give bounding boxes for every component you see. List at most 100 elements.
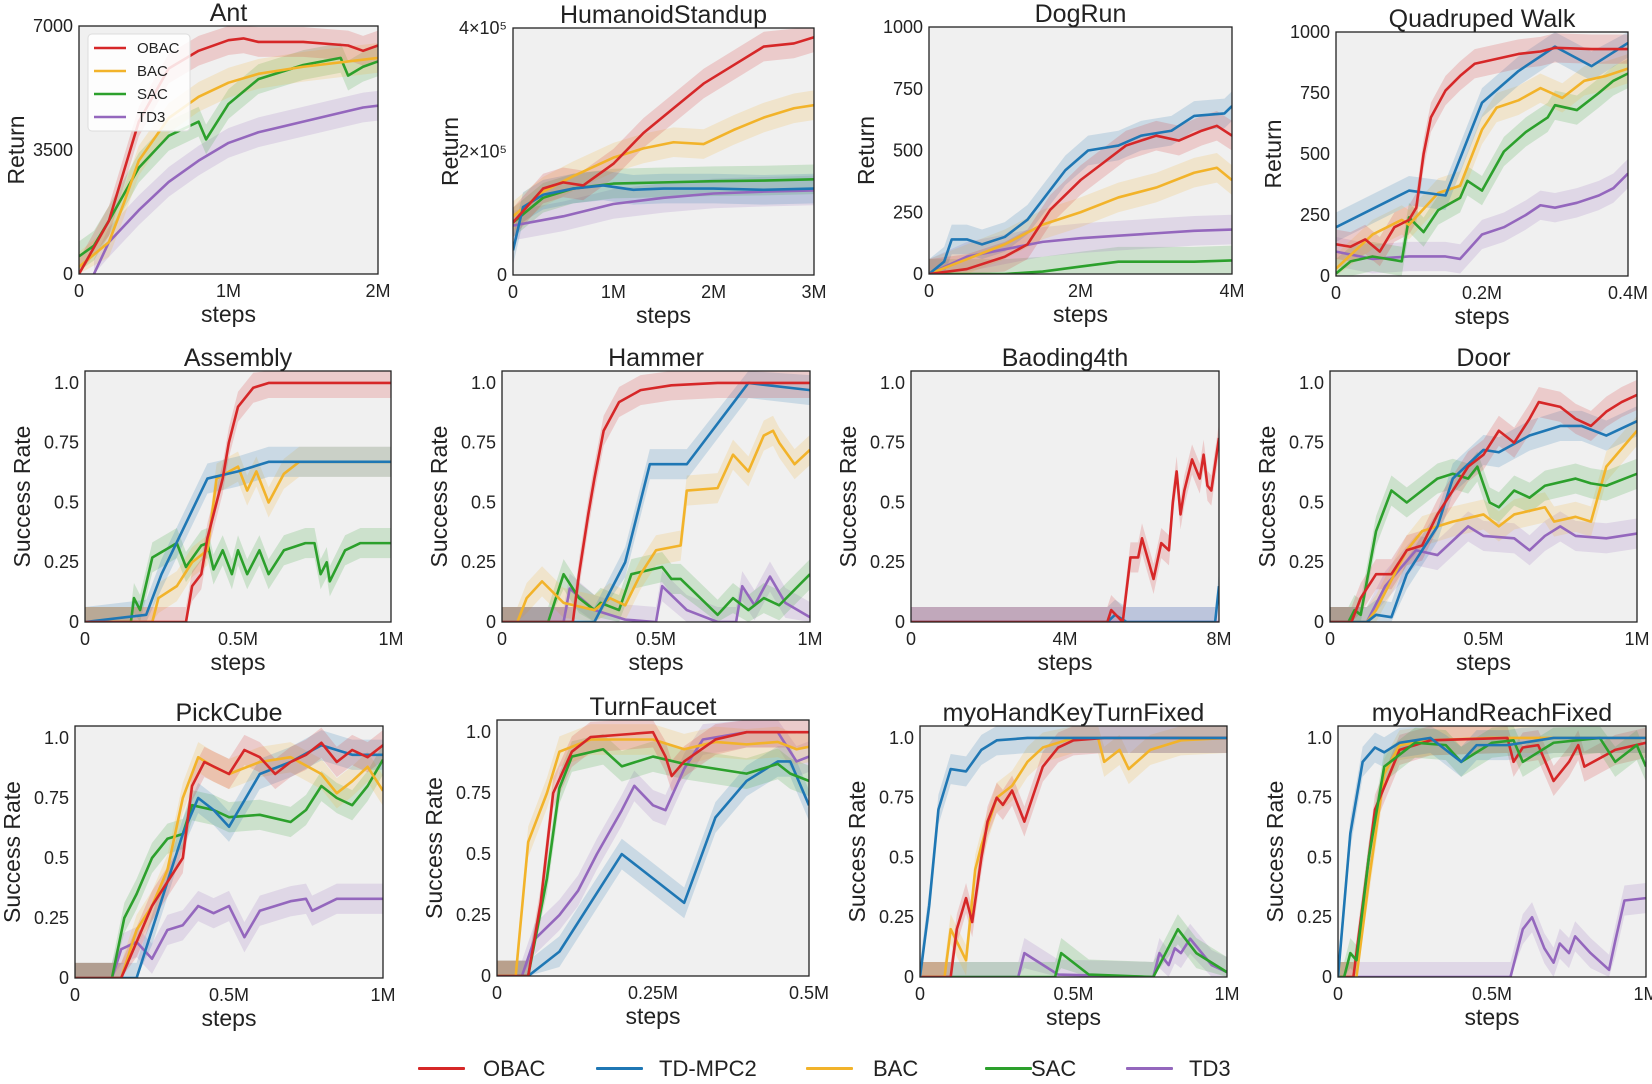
band-obac	[920, 726, 1227, 977]
x-tick-label: 0	[906, 629, 916, 649]
y-tick-label: 1000	[1290, 22, 1330, 42]
band-obac	[497, 720, 809, 976]
band-td3	[1330, 511, 1637, 622]
plot-area	[497, 720, 809, 976]
line-sac	[79, 56, 378, 258]
axes-frame	[74, 725, 384, 979]
legend-swatch-td-mpc2	[596, 1067, 643, 1070]
line-td3	[92, 104, 378, 274]
y-tick-label: 0.25	[461, 552, 496, 572]
band-td3	[911, 606, 1219, 622]
x-axis-label: steps	[1465, 1004, 1520, 1030]
y-axis-label: Return	[853, 116, 879, 185]
x-tick-label: 0.5M	[789, 983, 829, 1003]
y-tick-label: 0.75	[34, 788, 69, 808]
plot-area	[1330, 371, 1637, 622]
band-td3	[929, 214, 1232, 274]
band-obac	[85, 371, 391, 622]
line-obac	[1330, 393, 1637, 622]
y-tick-label: 0.75	[879, 788, 914, 808]
line-td-mpc2	[1330, 420, 1637, 622]
line-obac	[79, 37, 378, 274]
plot-area	[513, 28, 814, 275]
subplot-pickcube: 0 0.5M 1M 0 0.25 0.5 0.75 1.0 PickCube steps Succe…	[0, 699, 396, 1031]
line-sac	[1336, 72, 1628, 275]
band-obac	[75, 727, 383, 978]
x-tick-label: 2M	[365, 281, 390, 301]
x-tick-label: 0.5M	[1463, 629, 1503, 649]
y-tick-label: 0.75	[44, 433, 79, 453]
y-axis-label: Success Rate	[844, 781, 870, 923]
axes-frame	[501, 370, 811, 623]
subplot-title: HumanoidStandup	[560, 1, 767, 29]
x-tick-label: 1M	[216, 281, 241, 301]
line-obac	[513, 36, 814, 224]
y-axis-label: Return	[437, 117, 463, 186]
subplot-myohandreachfixed: 0 0.5M 1M 0 0.25 0.5 0.75 1.0 myoHandReachFixed s…	[1262, 699, 1652, 1030]
band-td3	[920, 923, 1227, 977]
subplot-title: Ant	[210, 0, 248, 27]
x-tick-label: 1M	[370, 985, 395, 1005]
subplot-ant: 0 1M 2M 0 3500 7000 Ant steps Return OBAC BAC SAC TD…	[3, 0, 391, 327]
line-obac	[1336, 46, 1628, 253]
line-sac	[85, 541, 391, 622]
x-tick-label: 1M	[378, 629, 403, 649]
line-obac	[920, 736, 1227, 977]
y-tick-label: 1.0	[880, 373, 905, 393]
y-tick-label: 0.25	[879, 907, 914, 927]
x-axis-label: steps	[202, 1005, 257, 1031]
y-tick-label: 0.5	[889, 847, 914, 867]
line-bac	[929, 166, 1232, 274]
subplot-title: Assembly	[184, 344, 293, 372]
band-td-mpc2	[502, 371, 810, 622]
band-bac	[513, 90, 814, 232]
band-td3	[75, 883, 383, 978]
band-sac	[1330, 451, 1637, 622]
line-td-mpc2	[75, 743, 383, 978]
line-sac	[1330, 465, 1637, 622]
subplot-title: myoHandReachFixed	[1372, 699, 1612, 727]
x-axis-label: steps	[1046, 1004, 1101, 1030]
band-sac	[79, 43, 378, 272]
line-bac	[79, 56, 378, 268]
line-obac	[911, 437, 1219, 622]
y-axis-label: Return	[3, 115, 29, 184]
x-tick-label: 0.5M	[1053, 984, 1093, 1004]
y-tick-label: 0.25	[1289, 552, 1324, 572]
x-axis-label: steps	[1456, 649, 1511, 675]
x-tick-label: 1M	[797, 629, 822, 649]
band-td-mpc2	[497, 746, 809, 976]
band-sac	[502, 551, 810, 622]
y-axis-label: Success Rate	[9, 426, 35, 568]
y-tick-label: 4×10⁵	[459, 18, 507, 38]
y-tick-label: 0	[497, 265, 507, 285]
line-sac	[513, 177, 814, 224]
y-tick-label: 1.0	[471, 373, 496, 393]
x-tick-label: 2M	[701, 282, 726, 302]
axes-frame	[928, 26, 1233, 275]
plot-area	[502, 371, 810, 622]
band-obac	[929, 110, 1232, 274]
x-tick-label: 0	[80, 629, 90, 649]
band-sac	[497, 733, 809, 976]
line-td-mpc2	[1338, 736, 1646, 977]
y-tick-label: 0.25	[456, 905, 491, 925]
line-bac	[502, 429, 810, 622]
axes-frame	[1329, 370, 1638, 623]
subplot-title: Baoding4th	[1002, 344, 1129, 372]
y-axis-label: Success Rate	[421, 777, 447, 919]
line-obac	[929, 124, 1232, 274]
axes-frame	[512, 27, 815, 276]
axes-frame	[84, 370, 392, 623]
y-tick-label: 0.75	[1297, 788, 1332, 808]
line-sac	[920, 927, 1227, 977]
x-tick-label: 0	[497, 629, 507, 649]
x-tick-label: 0.4M	[1608, 283, 1648, 303]
y-tick-label: 500	[893, 141, 923, 161]
x-tick-label: 4M	[1052, 629, 1077, 649]
x-tick-label: 0	[74, 281, 84, 301]
y-tick-label: 7000	[33, 16, 73, 36]
legend-swatch-sac	[985, 1067, 1032, 1070]
y-tick-label: 0.75	[1289, 433, 1324, 453]
